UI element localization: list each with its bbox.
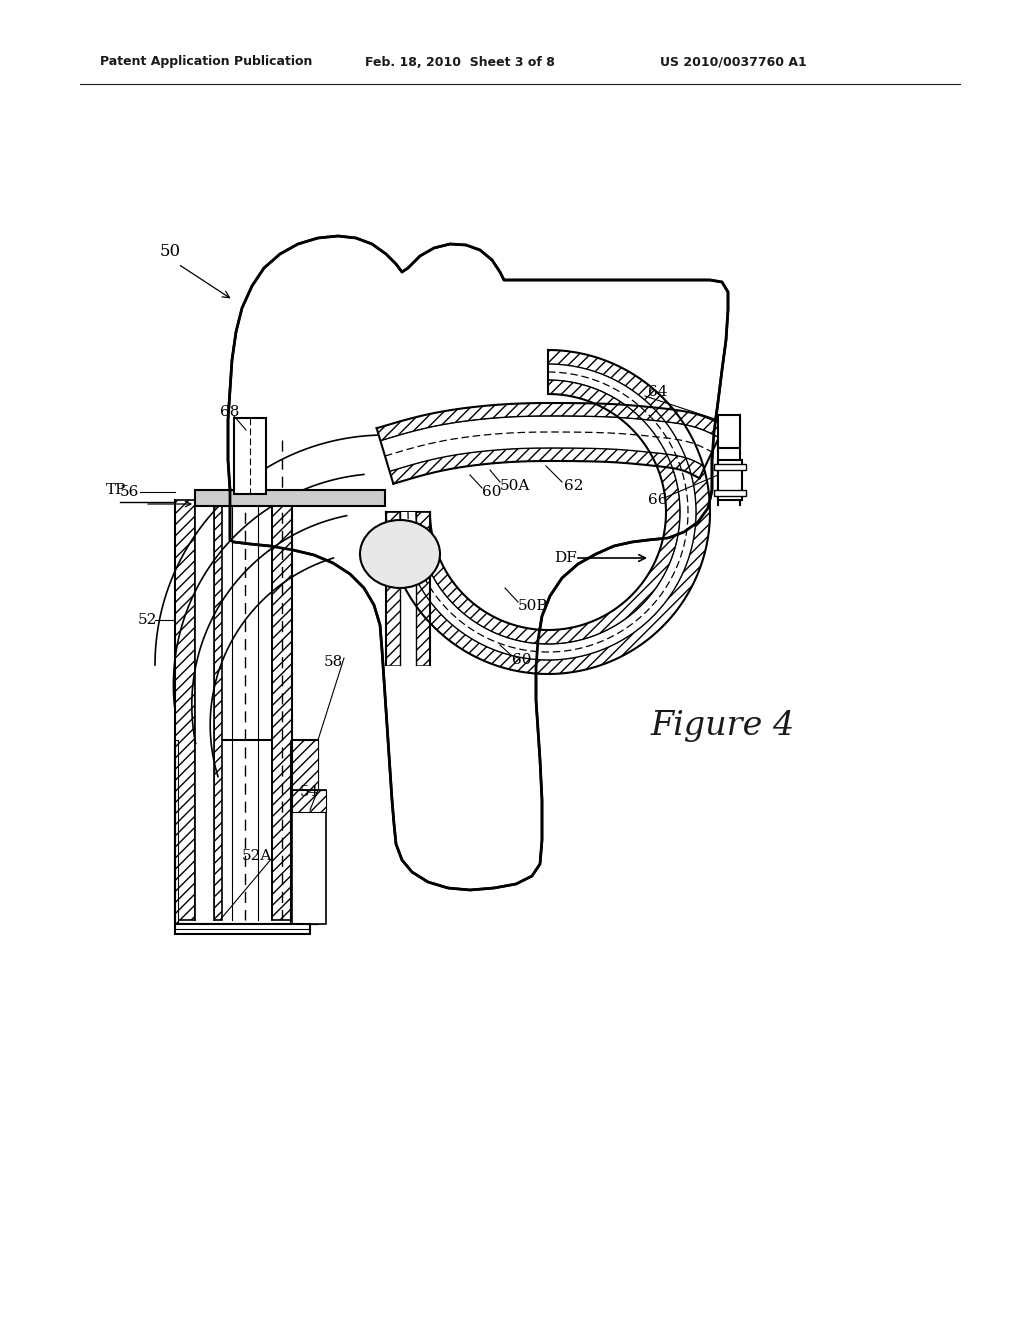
Text: 56: 56 — [120, 484, 139, 499]
Ellipse shape — [360, 520, 440, 587]
Polygon shape — [714, 490, 746, 496]
Polygon shape — [718, 459, 742, 500]
Polygon shape — [416, 380, 680, 644]
Text: 68: 68 — [220, 405, 240, 418]
Text: 66: 66 — [648, 492, 668, 507]
Polygon shape — [386, 512, 400, 665]
Polygon shape — [714, 465, 746, 470]
Polygon shape — [195, 490, 385, 506]
Polygon shape — [175, 741, 178, 924]
Polygon shape — [380, 416, 719, 471]
Text: 50A: 50A — [500, 479, 530, 492]
Text: 52: 52 — [138, 612, 158, 627]
Text: TP: TP — [106, 483, 126, 498]
Polygon shape — [175, 924, 310, 935]
Polygon shape — [377, 403, 724, 441]
Polygon shape — [228, 236, 728, 890]
Polygon shape — [386, 350, 710, 675]
Text: 54: 54 — [300, 785, 319, 799]
Text: 60: 60 — [482, 484, 502, 499]
Polygon shape — [175, 500, 195, 920]
Text: Figure 4: Figure 4 — [650, 710, 795, 742]
Polygon shape — [292, 789, 326, 924]
Polygon shape — [292, 789, 326, 812]
Polygon shape — [175, 741, 318, 924]
Polygon shape — [416, 512, 430, 665]
Text: 64: 64 — [648, 385, 668, 399]
Polygon shape — [214, 500, 222, 920]
Text: 62: 62 — [564, 479, 584, 492]
Polygon shape — [400, 364, 696, 660]
Text: 50B: 50B — [518, 599, 549, 612]
Polygon shape — [389, 447, 706, 483]
Polygon shape — [272, 500, 292, 920]
Polygon shape — [234, 418, 266, 494]
Text: 52A: 52A — [242, 849, 272, 863]
Text: Patent Application Publication: Patent Application Publication — [100, 55, 312, 69]
Polygon shape — [718, 414, 740, 447]
Text: DF: DF — [554, 550, 577, 565]
Polygon shape — [195, 500, 214, 920]
Text: 60: 60 — [512, 653, 531, 667]
Polygon shape — [290, 741, 318, 924]
Text: Feb. 18, 2010  Sheet 3 of 8: Feb. 18, 2010 Sheet 3 of 8 — [365, 55, 555, 69]
Text: 58: 58 — [324, 655, 343, 669]
Text: US 2010/0037760 A1: US 2010/0037760 A1 — [660, 55, 807, 69]
Text: 50: 50 — [160, 243, 181, 260]
Polygon shape — [400, 512, 416, 665]
